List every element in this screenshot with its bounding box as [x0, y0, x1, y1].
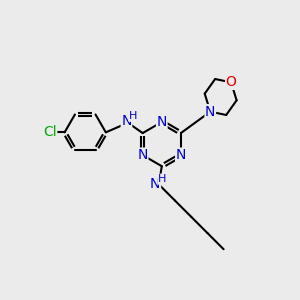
- Text: N: N: [137, 148, 148, 162]
- Text: N: N: [157, 115, 167, 129]
- Text: N: N: [121, 114, 132, 128]
- Text: Cl: Cl: [43, 125, 57, 139]
- Text: N: N: [205, 105, 215, 119]
- Text: O: O: [226, 75, 236, 89]
- Text: H: H: [158, 174, 166, 184]
- Text: N: N: [150, 177, 160, 191]
- Text: N: N: [176, 148, 186, 162]
- Text: H: H: [129, 111, 137, 121]
